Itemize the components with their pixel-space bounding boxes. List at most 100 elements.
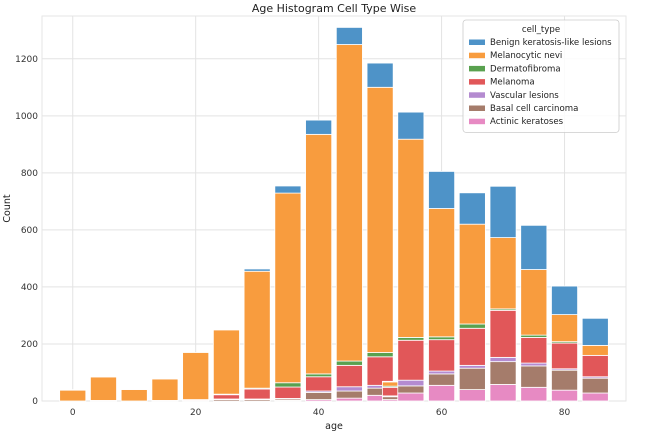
- legend-entry-label: Melanocytic nevi: [490, 51, 562, 61]
- y-axis-label: Count: [2, 194, 13, 222]
- bar-segment: [335, 44, 363, 362]
- x-tick-label: 80: [559, 408, 571, 418]
- bar-segment: [551, 314, 578, 343]
- bar-segment: [120, 389, 148, 402]
- legend: cell_type Benign keratosis-like lesions Me…: [462, 19, 620, 133]
- bar-segment: [520, 336, 548, 364]
- bar-segment: [581, 317, 609, 346]
- legend-swatch: [469, 79, 485, 85]
- bar-segment: [489, 237, 517, 310]
- bar-segment: [581, 354, 609, 378]
- bar-segment: [458, 327, 486, 366]
- x-tick-label: 20: [190, 408, 202, 418]
- bar-segment: [520, 386, 548, 402]
- y-axis-ticks: 0 200 400 600 800 1000 1200: [15, 55, 38, 407]
- legend-swatch: [469, 65, 485, 72]
- bar-segment: [458, 364, 486, 369]
- bar-segment: [243, 270, 271, 389]
- legend-entry-label: Basal cell carcinoma: [490, 104, 578, 114]
- bar-segment: [489, 309, 517, 358]
- legend-title: cell_type: [522, 25, 560, 35]
- bar-segment: [397, 336, 425, 341]
- bar-segment: [274, 185, 302, 194]
- legend-swatch: [469, 39, 485, 45]
- legend-swatch: [469, 92, 485, 98]
- bars-group: [59, 27, 609, 402]
- bar-segment: [397, 379, 425, 387]
- bar-segment: [551, 369, 578, 391]
- bar-segment: [428, 339, 456, 372]
- y-tick-label: 400: [21, 283, 38, 293]
- bar-segment: [397, 339, 425, 381]
- bar-segment: [489, 185, 517, 238]
- bar-segment: [397, 138, 425, 338]
- bar-segment: [458, 367, 486, 390]
- bar-segment: [458, 192, 486, 225]
- x-tick-label: 0: [70, 408, 76, 418]
- bar-segment: [458, 389, 486, 402]
- bar-segment: [90, 376, 117, 401]
- y-tick-label: 0: [32, 397, 38, 407]
- x-axis-label: age: [325, 421, 343, 432]
- bar-segment: [212, 329, 240, 395]
- bar-segment: [243, 268, 271, 272]
- bar-segment: [581, 344, 609, 356]
- legend-entry-label: Benign keratosis-like lesions: [490, 38, 612, 48]
- bar-segment: [397, 111, 425, 140]
- bar-segment: [366, 86, 394, 353]
- bar-segment: [581, 392, 609, 402]
- bar-segment: [335, 390, 363, 399]
- bar-segment: [428, 370, 456, 375]
- bar-segment: [520, 365, 548, 388]
- bar-segment: [366, 352, 394, 358]
- bar-segment: [305, 392, 333, 400]
- y-tick-label: 1000: [15, 112, 38, 122]
- bar-segment: [520, 362, 548, 367]
- bar-segment: [305, 133, 333, 375]
- x-tick-label: 40: [313, 408, 325, 418]
- bar-segment: [274, 382, 302, 388]
- bar-segment: [397, 385, 425, 394]
- y-tick-label: 200: [21, 340, 38, 350]
- bar-segment: [458, 223, 486, 325]
- bar-segment: [335, 397, 363, 402]
- legend-entry-label: Melanoma: [490, 78, 535, 88]
- bar-segment: [335, 386, 363, 392]
- y-tick-label: 600: [21, 226, 38, 236]
- bar-segment: [397, 392, 425, 402]
- bar-segment: [274, 386, 302, 399]
- legend-swatch: [469, 118, 485, 125]
- bar-segment: [489, 361, 517, 385]
- legend-swatch: [469, 105, 485, 111]
- bar-segment: [305, 376, 333, 392]
- bar-segment: [428, 171, 456, 209]
- bar-segment: [366, 356, 394, 386]
- bar-segment: [182, 352, 210, 400]
- bar-segment: [428, 336, 456, 341]
- y-tick-label: 800: [21, 169, 38, 179]
- bar-segment: [243, 388, 271, 400]
- bar-segment: [59, 389, 87, 402]
- legend-frame: [462, 19, 620, 133]
- bar-segment: [520, 269, 548, 336]
- bar-segment: [335, 364, 363, 388]
- bar-segment: [551, 285, 578, 315]
- legend-entry-label: Vascular lesions: [490, 91, 559, 101]
- bar-segment: [59, 389, 87, 391]
- bar-segment: [428, 384, 456, 402]
- bar-segment: [335, 360, 363, 366]
- bar-segment: [305, 119, 333, 135]
- legend-entry-label: Dermatofibroma: [490, 64, 561, 74]
- bar-segment: [335, 27, 363, 45]
- bar-segment: [428, 373, 456, 386]
- legend-entry-label: Actinic keratoses: [490, 117, 564, 127]
- bar-segment: [551, 342, 578, 370]
- bar-segment: [489, 356, 517, 363]
- bar-segment: [520, 224, 548, 270]
- bar-segment: [551, 389, 578, 402]
- bar-segment: [428, 208, 456, 338]
- x-axis-ticks: 0 20 40 60 80: [70, 408, 571, 418]
- bar-segment: [489, 384, 517, 402]
- chart-title: Age Histogram Cell Type Wise: [252, 2, 417, 15]
- bar-segment: [274, 192, 302, 384]
